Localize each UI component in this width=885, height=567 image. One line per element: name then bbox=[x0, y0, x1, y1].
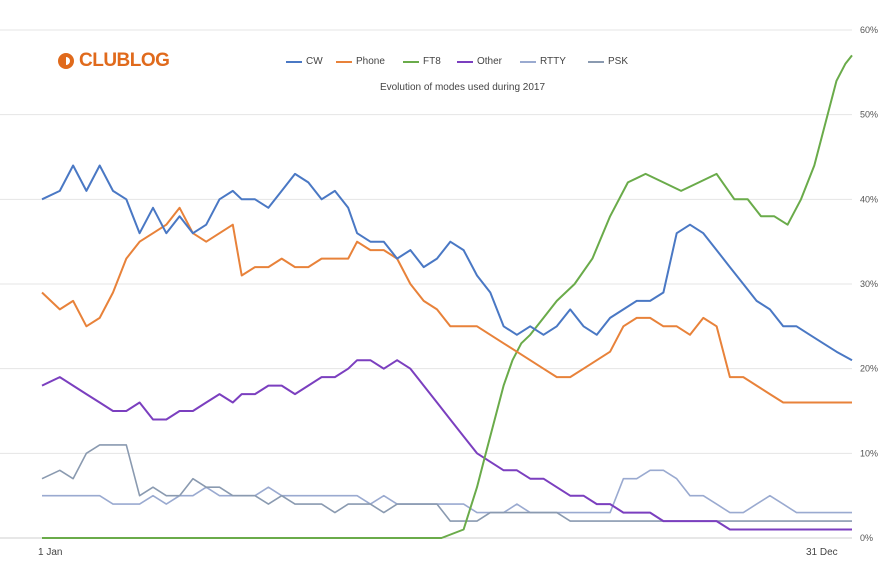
y-tick-label: 40% bbox=[860, 194, 878, 204]
x-axis-start-label: 1 Jan bbox=[38, 547, 63, 558]
legend-item-phone[interactable]: Phone bbox=[336, 56, 385, 67]
legend-item-cw[interactable]: CW bbox=[286, 56, 323, 67]
y-tick-label: 20% bbox=[860, 364, 878, 374]
series-line-phone bbox=[41, 206, 852, 404]
x-axis-end-label: 31 Dec bbox=[806, 547, 838, 558]
grid-lines bbox=[0, 29, 852, 539]
legend-swatch bbox=[520, 60, 536, 63]
series-line-ft8 bbox=[42, 54, 853, 539]
series-line-cw bbox=[41, 164, 853, 362]
legend-label: Other bbox=[477, 56, 503, 67]
legend-swatch bbox=[403, 60, 419, 63]
clublog-logo-icon bbox=[58, 53, 74, 69]
chart-subtitle: Evolution of modes used during 2017 bbox=[379, 82, 546, 93]
series-line-other bbox=[41, 359, 852, 531]
series-line-rtty bbox=[42, 469, 852, 514]
y-axis-tick-labels: 0% 10% 20% 30% 40% 50% 60% bbox=[860, 25, 878, 543]
legend-swatch bbox=[457, 60, 473, 63]
legend-item-ft8[interactable]: FT8 bbox=[403, 56, 441, 67]
legend-label: Phone bbox=[356, 56, 385, 67]
y-tick-label: 30% bbox=[860, 279, 878, 289]
legend-label: CW bbox=[306, 56, 323, 67]
legend-item-psk[interactable]: PSK bbox=[588, 56, 628, 67]
legend-swatch bbox=[336, 60, 352, 63]
legend-label: RTTY bbox=[540, 56, 566, 67]
chart-legend: CW Phone FT8 Other RTTY PSK bbox=[0, 56, 885, 72]
logo-text: CLUBLOG bbox=[79, 50, 170, 71]
legend-item-other[interactable]: Other bbox=[457, 56, 502, 67]
clublog-logo: CLUBLOG bbox=[58, 50, 170, 72]
y-tick-label: 0% bbox=[860, 533, 873, 543]
legend-label: PSK bbox=[608, 56, 629, 67]
legend-item-rtty[interactable]: RTTY bbox=[520, 56, 566, 67]
y-tick-label: 10% bbox=[860, 448, 878, 458]
legend-label: FT8 bbox=[423, 56, 441, 67]
series-line-psk bbox=[41, 444, 852, 522]
legend-swatch bbox=[286, 60, 302, 63]
series-lines bbox=[41, 54, 853, 539]
legend-swatch bbox=[588, 60, 604, 63]
y-tick-label: 50% bbox=[860, 110, 878, 120]
y-tick-label: 60% bbox=[860, 25, 878, 35]
